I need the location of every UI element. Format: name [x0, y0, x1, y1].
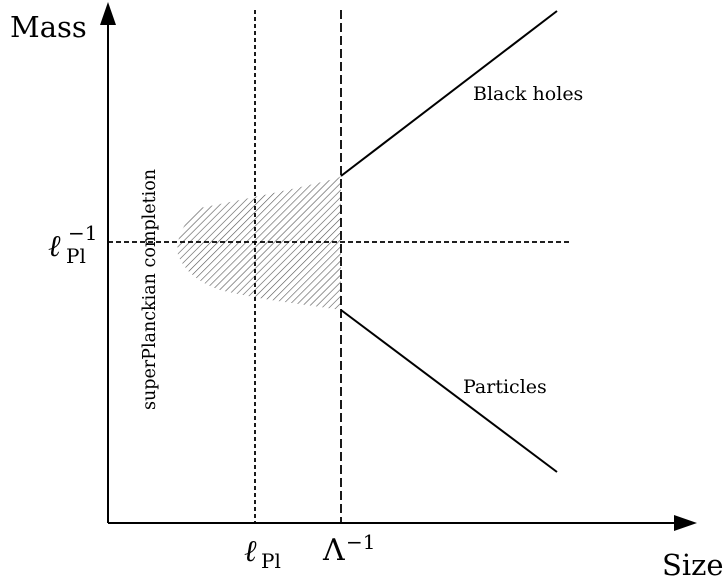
x-axis-arrow: [674, 515, 697, 531]
particles-line: [340, 309, 558, 473]
x-axis-label: Size: [662, 548, 724, 577]
particles-label: Particles: [463, 376, 547, 398]
superplanckian-region: [177, 176, 341, 310]
y-axis-label: Mass: [10, 10, 87, 44]
svg-text:ℓ: ℓ: [48, 229, 61, 264]
y-tick-label: ℓ −1 Pl: [48, 221, 97, 268]
svg-text:ℓ: ℓ: [244, 534, 257, 569]
x-tick-label-cutoff: Λ −1: [322, 530, 375, 568]
black-holes-line: [340, 10, 558, 177]
svg-text:−1: −1: [68, 221, 97, 245]
svg-text:−1: −1: [346, 530, 375, 554]
svg-text:Pl: Pl: [261, 549, 281, 573]
svg-text:Pl: Pl: [66, 244, 86, 268]
x-tick-label-planck-length: ℓ Pl: [244, 534, 281, 573]
y-axis-arrow: [100, 2, 116, 25]
black-holes-label: Black holes: [473, 83, 583, 105]
superplanckian-label: superPlanckian completion: [140, 169, 160, 410]
svg-text:Λ: Λ: [322, 533, 345, 568]
